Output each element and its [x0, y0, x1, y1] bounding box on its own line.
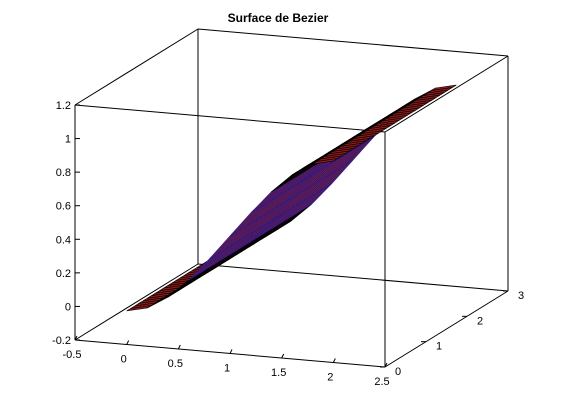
- x-tick-mark: [177, 344, 181, 350]
- bezier-surface: [126, 84, 457, 312]
- axes-box-back: [74, 28, 509, 341]
- z-tick-label: 0.6: [56, 201, 71, 213]
- x-tick-label: 1: [224, 363, 230, 375]
- box-edge-top-front: [74, 104, 386, 133]
- surface-patch: [312, 158, 338, 165]
- x-tick-mark: [332, 358, 336, 363]
- z-tick-label: 1: [65, 134, 71, 146]
- x-tick-mark: [126, 340, 130, 345]
- chart-title: Surface de Bezier: [228, 11, 329, 25]
- y-tick-label: 1: [436, 341, 442, 353]
- x-tick-label: 0: [121, 354, 127, 366]
- z-tick-label: -0.2: [52, 335, 71, 347]
- y-tick-label: 0: [395, 366, 401, 378]
- z-tick-label: 0.4: [56, 234, 71, 246]
- x-tick-mark: [229, 349, 233, 354]
- box-edge-floor-right: [384, 290, 509, 368]
- z-tick-label: 1.2: [56, 100, 71, 112]
- x-tick-label: 1.5: [271, 367, 286, 379]
- x-tick-label: -0.5: [63, 349, 82, 361]
- x-tick-label: 2.5: [374, 376, 389, 388]
- box-edge-floor-back: [197, 263, 509, 292]
- z-tick-label: 0: [65, 301, 71, 313]
- y-tick-label: 2: [477, 315, 483, 327]
- box-edge-floor-left: [74, 263, 199, 341]
- x-tick-mark: [281, 353, 285, 359]
- y-tick-label: 3: [518, 290, 524, 302]
- z-tick-label: 0.2: [56, 268, 71, 280]
- x-tick-label: 0.5: [168, 358, 183, 370]
- x-tick-mark: [74, 335, 78, 341]
- x-tick-label: 2: [327, 372, 333, 384]
- axis-ticks: -0.2 0 0.2 0.4 0.6 0.8 1 1.2 -0.5 0 0.5 1 1.5 2 2.5 0 1 2…: [52, 100, 524, 388]
- box-edge-top-right: [384, 55, 509, 133]
- x-tick-mark: [384, 362, 388, 368]
- z-tick-label: 0.8: [56, 167, 71, 179]
- box-edge-top-left: [74, 28, 199, 106]
- box-edge-top-back: [197, 28, 509, 57]
